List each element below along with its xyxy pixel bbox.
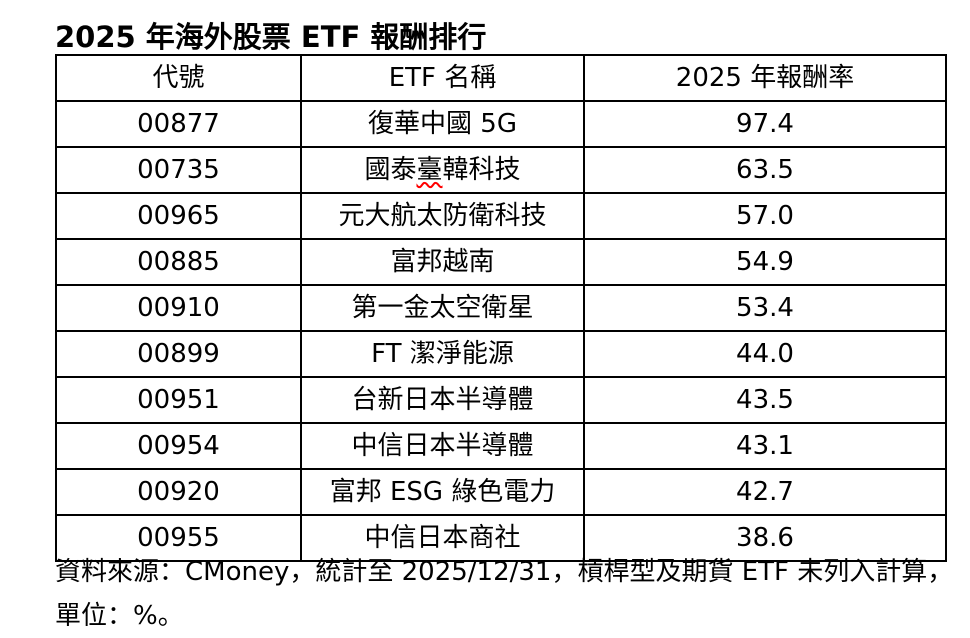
etf-name-text: 富邦 ESG 綠色電力 xyxy=(329,476,556,507)
etf-code-cell: 00899 xyxy=(55,330,302,378)
etf-return-cell: 53.4 xyxy=(583,284,947,332)
misspelled-word: 臺 xyxy=(416,154,443,185)
etf-name-cell: 中信日本半導體 xyxy=(300,422,585,470)
etf-code-cell: 00877 xyxy=(55,100,302,148)
etf-name-cell: 國泰臺韓科技 xyxy=(300,146,585,194)
etf-return-cell: 54.9 xyxy=(583,238,947,286)
etf-name-text: 中信日本商社 xyxy=(364,522,521,553)
table-row: 00954 中信日本半導體 43.1 xyxy=(55,422,947,470)
etf-name-text: 第一金太空衛星 xyxy=(351,292,534,323)
table-row: 00910 第一金太空衛星 53.4 xyxy=(55,284,947,332)
etf-name-cell: 台新日本半導體 xyxy=(300,376,585,424)
etf-name-text: 韓科技 xyxy=(442,154,521,185)
table-row: 00965 元大航太防衛科技 57.0 xyxy=(55,192,947,240)
table-row: 00955 中信日本商社 38.6 xyxy=(55,514,947,562)
page-title: 2025 年海外股票 ETF 報酬排行 xyxy=(55,20,487,54)
etf-name-text: 國泰 xyxy=(364,154,417,185)
column-header-name: ETF 名稱 xyxy=(300,54,585,102)
etf-code-cell: 00910 xyxy=(55,284,302,332)
table-row: 00735 國泰臺韓科技 63.5 xyxy=(55,146,947,194)
header-row: 代號 ETF 名稱 2025 年報酬率 xyxy=(55,54,947,102)
etf-code-cell: 00951 xyxy=(55,376,302,424)
etf-code-cell: 00885 xyxy=(55,238,302,286)
etf-name-text: 富邦越南 xyxy=(390,246,495,277)
source-note-line-2: 單位：%。 xyxy=(55,601,184,631)
etf-name-text: 中信日本半導體 xyxy=(351,430,534,461)
table-header: 代號 ETF 名稱 2025 年報酬率 xyxy=(55,54,947,102)
etf-return-cell: 63.5 xyxy=(583,146,947,194)
etf-code-cell: 00920 xyxy=(55,468,302,516)
table-row: 00877 復華中國 5G 97.4 xyxy=(55,100,947,148)
etf-name-text: FT 潔淨能源 xyxy=(371,338,514,369)
table-row: 00899 FT 潔淨能源 44.0 xyxy=(55,330,947,378)
etf-return-cell: 38.6 xyxy=(583,514,947,562)
table-row: 00951 台新日本半導體 43.5 xyxy=(55,376,947,424)
table-row: 00885 富邦越南 54.9 xyxy=(55,238,947,286)
column-header-return: 2025 年報酬率 xyxy=(583,54,947,102)
etf-name-text: 台新日本半導體 xyxy=(351,384,534,415)
table-body: 00877 復華中國 5G 97.4 00735 國泰臺韓科技 63.5 00965 元大航太… xyxy=(55,100,947,562)
etf-code-cell: 00954 xyxy=(55,422,302,470)
table-row: 00920 富邦 ESG 綠色電力 42.7 xyxy=(55,468,947,516)
etf-return-cell: 42.7 xyxy=(583,468,947,516)
etf-code-cell: 00965 xyxy=(55,192,302,240)
column-header-code: 代號 xyxy=(55,54,302,102)
etf-return-cell: 43.5 xyxy=(583,376,947,424)
etf-name-cell: 元大航太防衛科技 xyxy=(300,192,585,240)
source-note-line-1: 資料來源：CMoney，統計至 2025/12/31，槓桿型及期貨 ETF 未列… xyxy=(55,557,954,587)
etf-return-cell: 44.0 xyxy=(583,330,947,378)
etf-return-cell: 97.4 xyxy=(583,100,947,148)
etf-name-cell: 中信日本商社 xyxy=(300,514,585,562)
etf-return-cell: 43.1 xyxy=(583,422,947,470)
etf-return-table: 代號 ETF 名稱 2025 年報酬率 00877 復華中國 5G 97.4 0073… xyxy=(55,54,947,562)
etf-code-cell: 00955 xyxy=(55,514,302,562)
etf-return-cell: 57.0 xyxy=(583,192,947,240)
etf-name-cell: FT 潔淨能源 xyxy=(300,330,585,378)
etf-name-cell: 第一金太空衛星 xyxy=(300,284,585,332)
etf-name-text: 復華中國 5G xyxy=(368,108,517,139)
etf-code-cell: 00735 xyxy=(55,146,302,194)
etf-name-cell: 復華中國 5G xyxy=(300,100,585,148)
etf-name-cell: 富邦越南 xyxy=(300,238,585,286)
etf-name-text: 元大航太防衛科技 xyxy=(338,200,547,231)
etf-name-cell: 富邦 ESG 綠色電力 xyxy=(300,468,585,516)
